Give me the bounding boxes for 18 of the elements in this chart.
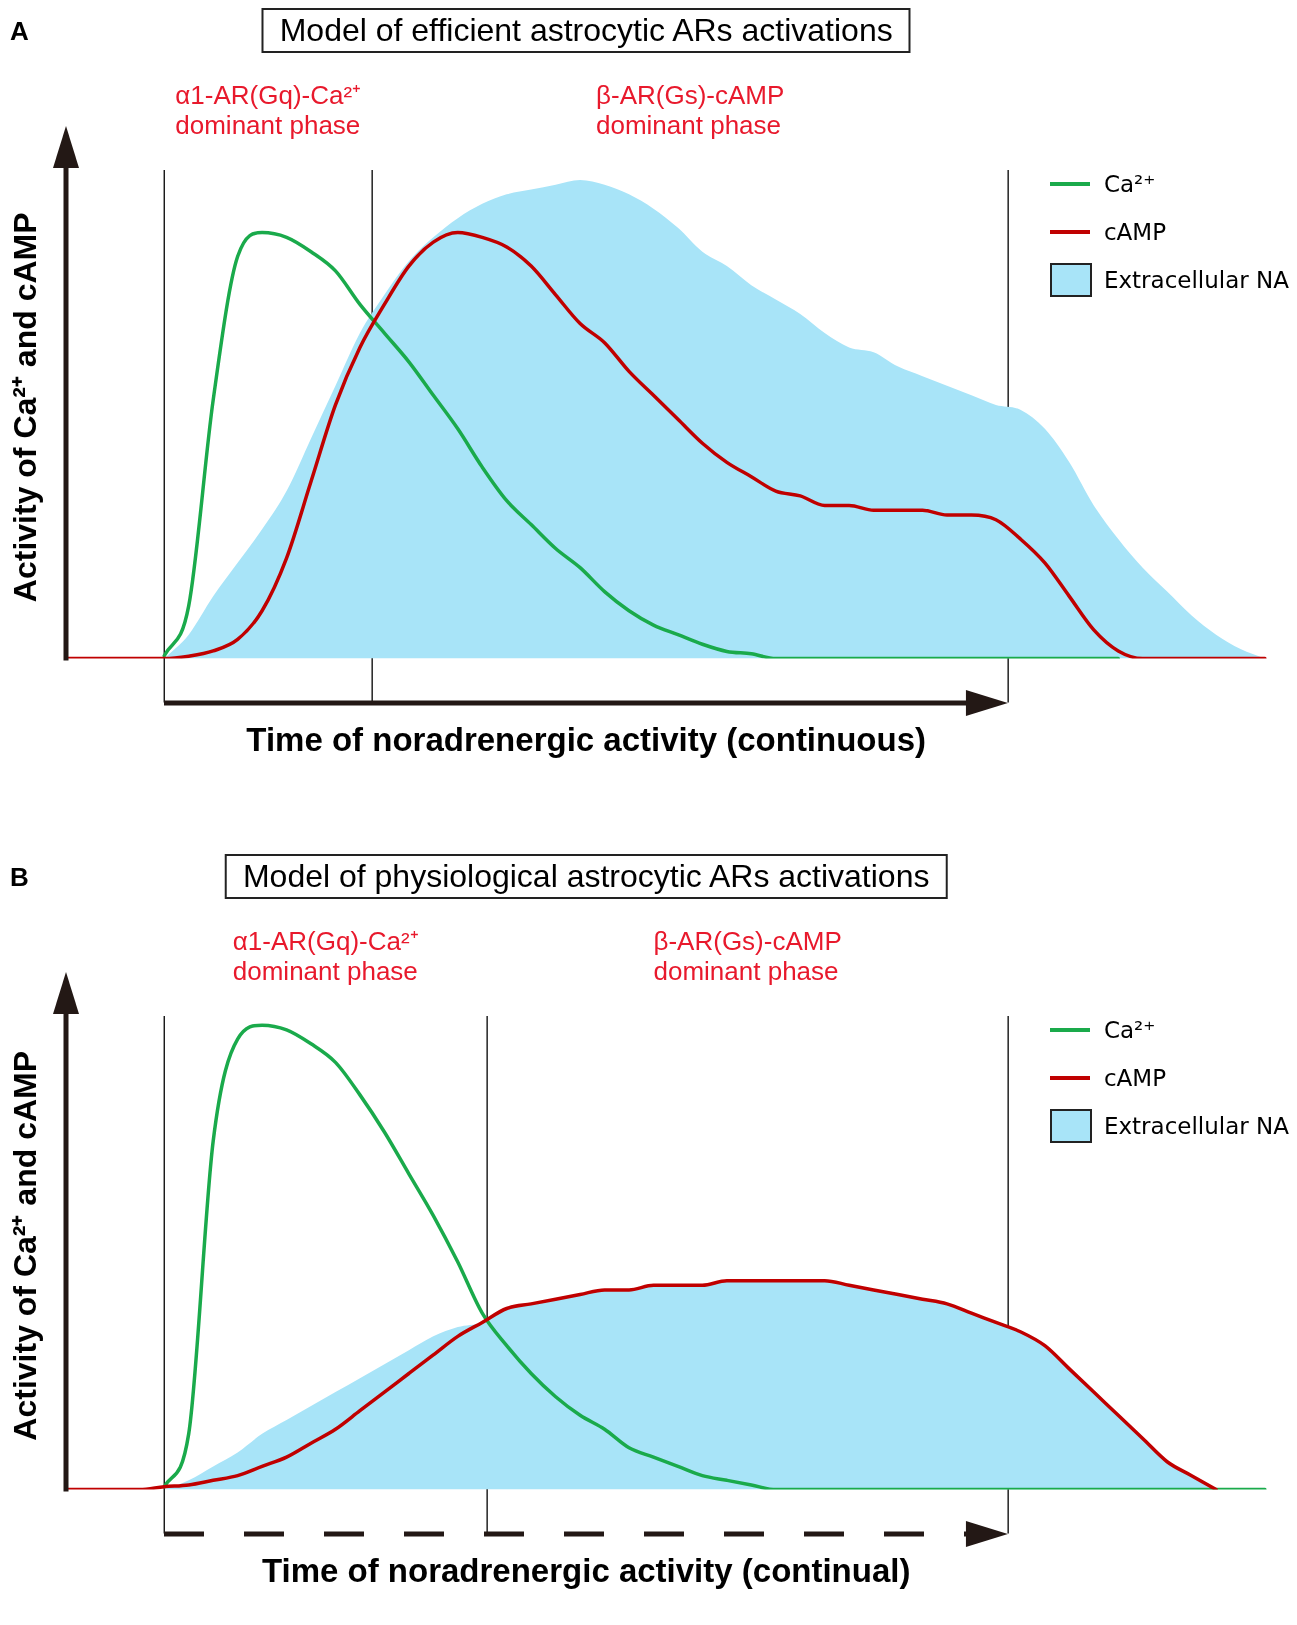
- legend-label: Ca²⁺: [1103, 1017, 1156, 1043]
- text: α1-AR(Gq)-Ca²⁺ dominant phase: [175, 80, 362, 140]
- legend-label: cAMP: [1103, 1065, 1167, 1091]
- text: α1-AR(Gq)-Ca²⁺ dominant phase: [232, 926, 419, 986]
- legend-label: Extracellular NA: [1103, 267, 1289, 293]
- text: A: [10, 16, 29, 47]
- x-axis-title: Time of noradrenergic activity (continual): [261, 1551, 911, 1590]
- text: B: [10, 862, 29, 893]
- legend-label: Extracellular NA: [1103, 1113, 1289, 1139]
- text: β-AR(Gs)-cAMP dominant phase: [653, 926, 842, 986]
- legend-label: Ca²⁺: [1103, 171, 1156, 197]
- chart-title: Model of efficient astrocytic ARs activations: [261, 8, 911, 53]
- chart-title: Model of physiological astrocytic ARs activations: [224, 854, 948, 899]
- legend-label: cAMP: [1103, 219, 1167, 245]
- y-axis-title: Activity of Ca²⁺ and cAMP: [7, 212, 44, 603]
- y-axis-title: Activity of Ca²⁺ and cAMP: [7, 1050, 44, 1441]
- x-axis-title: Time of noradrenergic activity (continuous): [246, 720, 927, 759]
- text: β-AR(Gs)-cAMP dominant phase: [596, 80, 785, 140]
